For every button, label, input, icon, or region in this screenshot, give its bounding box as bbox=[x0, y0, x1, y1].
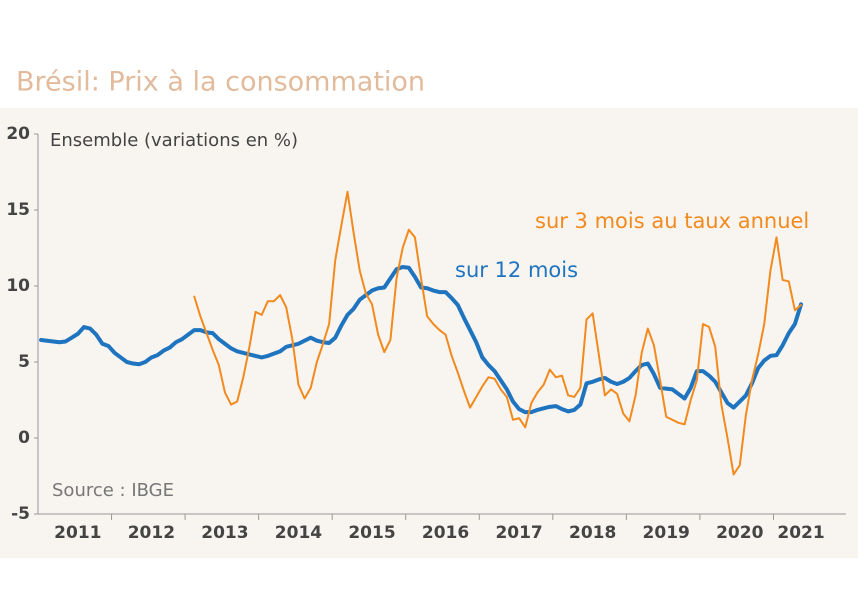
x-tick-label: 2013 bbox=[201, 523, 248, 543]
x-tick-label: 2015 bbox=[348, 523, 395, 543]
x-tick-label: 2019 bbox=[643, 523, 690, 543]
plot-panel bbox=[0, 108, 858, 558]
y-tick-label: 5 bbox=[18, 352, 30, 372]
source-note: Source : IBGE bbox=[52, 480, 174, 501]
y-tick-label: -5 bbox=[11, 504, 30, 524]
series-label-3m: sur 3 mois au taux annuel bbox=[535, 209, 809, 233]
x-tick-label: 2012 bbox=[128, 523, 175, 543]
x-tick-label: 2021 bbox=[777, 523, 824, 543]
series-line bbox=[193, 190, 803, 476]
x-tick-label: 2020 bbox=[716, 523, 763, 543]
x-tick-label: 2017 bbox=[495, 523, 542, 543]
y-axis-label: Ensemble (variations en %) bbox=[50, 130, 298, 151]
x-tick-label: 2016 bbox=[422, 523, 469, 543]
y-tick-label: 0 bbox=[18, 428, 30, 448]
y-tick-label: 15 bbox=[6, 200, 30, 220]
series-line bbox=[39, 265, 804, 415]
y-tick-label: 10 bbox=[6, 276, 30, 296]
x-tick-label: 2018 bbox=[569, 523, 616, 543]
x-tick-label: 2014 bbox=[275, 523, 322, 543]
chart-title: Brésil: Prix à la consommation bbox=[16, 67, 425, 98]
x-tick-label: 2011 bbox=[54, 523, 101, 543]
series-label-12m: sur 12 mois bbox=[455, 258, 578, 282]
y-tick-label: 20 bbox=[6, 124, 30, 144]
